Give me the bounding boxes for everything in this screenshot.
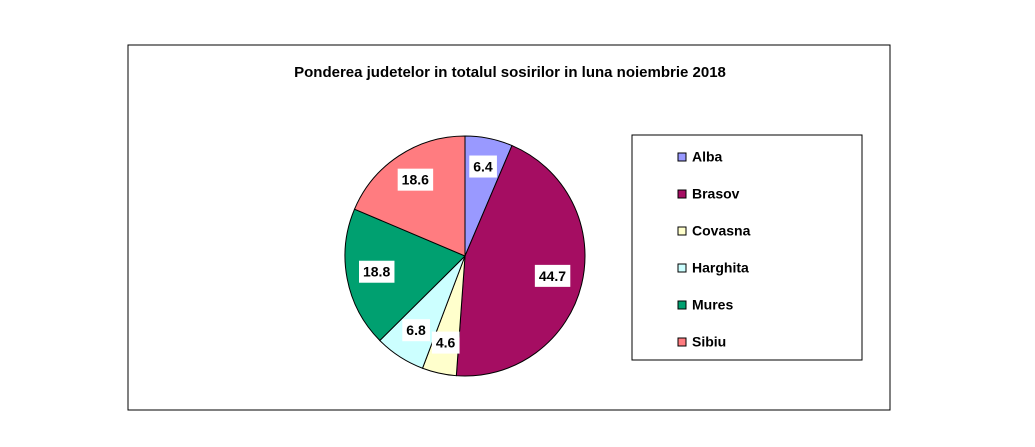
- data-label-box: [431, 331, 460, 354]
- data-label: 6.4: [473, 159, 493, 175]
- data-label-box: [402, 319, 430, 342]
- pie-slice: [344, 208, 466, 342]
- legend-swatch: [677, 300, 687, 310]
- legend-swatch: [677, 226, 687, 236]
- legend-label: Covasna: [692, 223, 751, 239]
- legend-label: Harghita: [692, 260, 749, 276]
- data-label: 18.6: [402, 172, 429, 188]
- legend-swatch: [677, 263, 687, 273]
- data-label-box: [358, 260, 395, 283]
- legend-label: Mures: [692, 297, 733, 313]
- data-label-box: [469, 155, 497, 178]
- data-label: 18.8: [363, 264, 390, 280]
- data-label-box: [534, 264, 571, 287]
- data-label: 6.8: [406, 322, 426, 338]
- legend-label: Sibiu: [692, 334, 726, 350]
- legend-label: Alba: [692, 149, 723, 165]
- pie-slice: [455, 144, 586, 377]
- pie-slice: [353, 135, 466, 257]
- legend-box: [631, 134, 863, 361]
- data-label: 44.7: [539, 268, 566, 284]
- data-label-box: [397, 168, 434, 191]
- legend-label: Brasov: [692, 186, 740, 202]
- chart-title: Ponderea judetelor in totalul sosirilor …: [294, 64, 726, 81]
- legend-swatch: [677, 337, 687, 347]
- legend-swatch: [677, 152, 687, 162]
- data-label: 4.6: [436, 335, 456, 351]
- legend-swatch: [677, 189, 687, 199]
